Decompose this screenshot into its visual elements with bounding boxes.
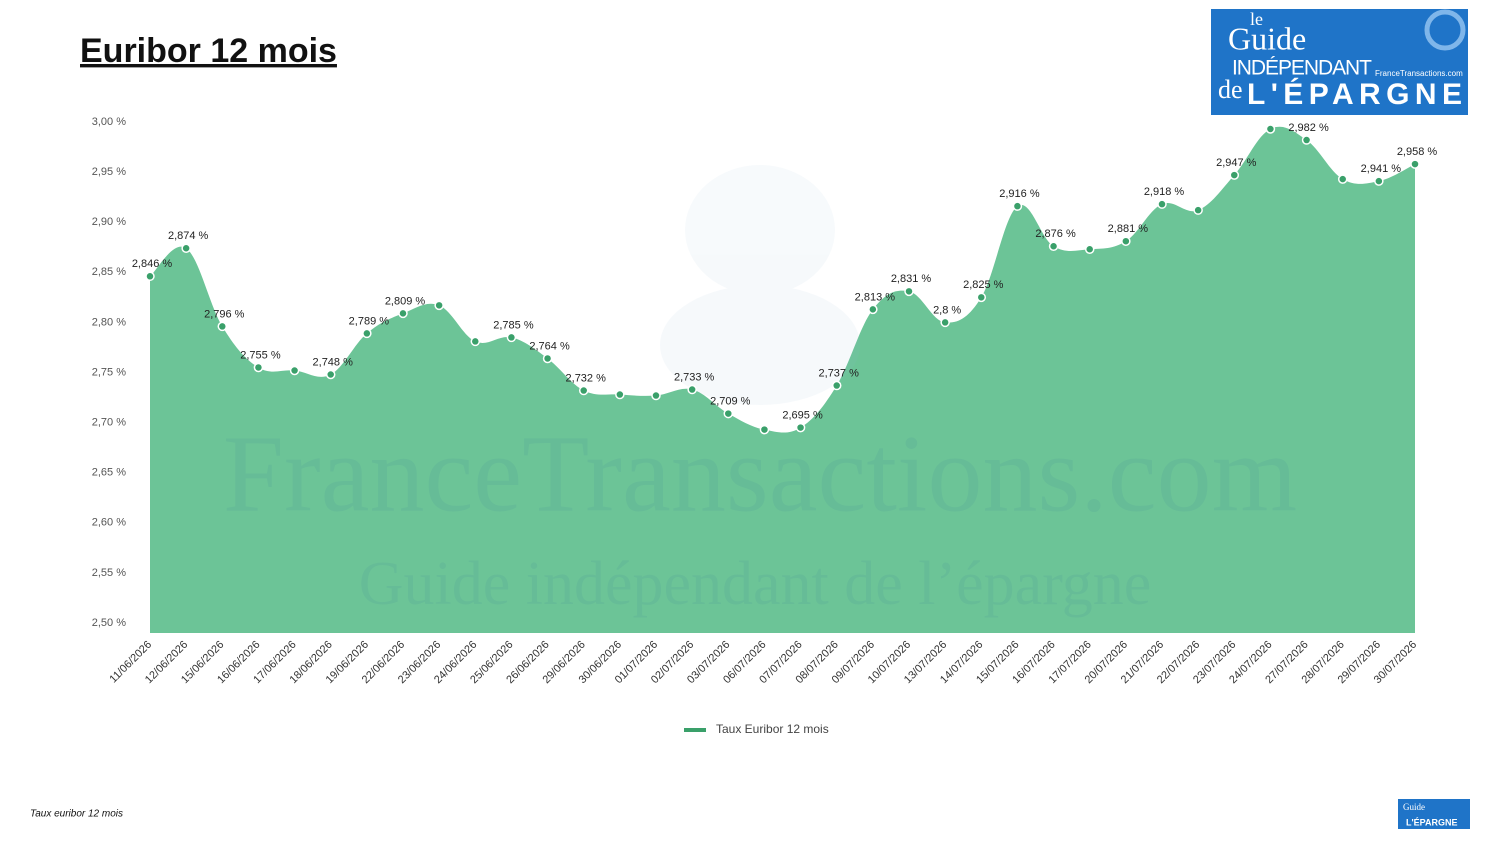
point xyxy=(434,300,444,311)
data-label: 2,785 % xyxy=(493,319,534,331)
data-label: 2,733 % xyxy=(674,371,715,383)
data-label: 2,982 % xyxy=(1288,122,1329,134)
point xyxy=(831,380,842,391)
point xyxy=(1265,124,1276,134)
data-label: 2,709 % xyxy=(710,395,751,407)
data-label: 2,789 % xyxy=(349,315,390,327)
watermark-coin xyxy=(685,165,835,295)
data-label: 2,918 % xyxy=(1144,186,1185,198)
data-label: 2,8 % xyxy=(933,304,961,316)
watermark-text: Guide indépendant de l’épargne xyxy=(359,550,1152,618)
point xyxy=(398,308,408,319)
data-label: 2,755 % xyxy=(240,349,281,361)
data-label: 2,748 % xyxy=(313,356,354,368)
data-label: 2,874 % xyxy=(168,230,209,242)
point xyxy=(723,408,734,419)
y-tick-label: 2,95 % xyxy=(92,166,126,178)
point xyxy=(615,389,625,400)
point xyxy=(1121,236,1131,246)
data-label: 2,881 % xyxy=(1108,223,1149,235)
footer: Taux euribor 12 mois xyxy=(30,809,123,820)
data-label: 2,941 % xyxy=(1361,163,1402,175)
point xyxy=(542,353,553,364)
y-tick-label: 2,50 % xyxy=(92,617,126,629)
point xyxy=(217,321,228,332)
logo-text: Guide xyxy=(1403,802,1425,812)
point xyxy=(362,328,372,339)
watermark-coin xyxy=(660,285,860,405)
data-label: 2,947 % xyxy=(1216,157,1257,169)
point xyxy=(470,336,481,347)
data-label: 2,876 % xyxy=(1035,228,1076,240)
point xyxy=(1012,201,1023,211)
point xyxy=(181,243,191,253)
watermark: FranceTransactions.com Guide indépendant… xyxy=(223,165,1297,618)
logo-text: Guide xyxy=(1228,20,1306,56)
legend-label: Taux Euribor 12 mois xyxy=(716,722,829,736)
logo-bg xyxy=(1398,799,1470,829)
point xyxy=(1374,176,1384,186)
y-tick-label: 2,65 % xyxy=(92,467,126,479)
point xyxy=(1193,205,1203,215)
data-label: 2,846 % xyxy=(132,258,173,270)
data-label: 2,764 % xyxy=(529,340,570,352)
data-label: 2,813 % xyxy=(855,291,896,303)
logo-text: L'ÉPARGNE xyxy=(1406,817,1457,827)
y-tick-label: 2,70 % xyxy=(92,416,126,428)
logo: le Guide INDÉPENDANT de L'ÉPARGNE France… xyxy=(1211,9,1468,115)
point xyxy=(795,422,806,433)
logo-text: de xyxy=(1218,75,1243,104)
y-tick-label: 3,00 % xyxy=(92,116,126,128)
chart-title: Euribor 12 mois xyxy=(80,32,337,70)
data-label: 2,695 % xyxy=(782,410,823,422)
point xyxy=(1157,199,1167,209)
point xyxy=(1337,174,1348,184)
y-tick-label: 2,60 % xyxy=(92,517,126,529)
data-label: 2,958 % xyxy=(1397,146,1438,158)
y-tick-label: 2,55 % xyxy=(92,567,126,579)
watermark-text: FranceTransactions.com xyxy=(223,412,1297,534)
logo-text: INDÉPENDANT xyxy=(1232,57,1372,80)
area xyxy=(150,126,1415,633)
point xyxy=(578,385,589,396)
logo-text: FranceTransactions.com xyxy=(1375,69,1463,78)
y-tick-label: 2,90 % xyxy=(92,216,126,228)
point xyxy=(253,362,264,373)
data-label: 2,732 % xyxy=(566,372,607,384)
point xyxy=(976,292,987,303)
point xyxy=(651,390,661,401)
point xyxy=(940,317,950,328)
y-tick-label: 2,75 % xyxy=(92,366,126,378)
small-logo: Guide L'ÉPARGNE xyxy=(1398,799,1470,829)
point xyxy=(1229,170,1240,180)
point xyxy=(687,384,697,395)
point xyxy=(868,304,878,315)
point xyxy=(325,369,336,380)
point xyxy=(289,365,300,376)
y-tick-label: 2,85 % xyxy=(92,266,126,278)
point xyxy=(1301,135,1312,145)
point xyxy=(1084,244,1095,254)
point xyxy=(1410,159,1420,169)
y-tick-label: 2,80 % xyxy=(92,316,126,328)
data-label: 2,737 % xyxy=(819,367,860,379)
logo-text: le xyxy=(1250,9,1263,29)
data-label: 2,809 % xyxy=(385,295,426,307)
data-label: 2,825 % xyxy=(963,279,1004,291)
point xyxy=(904,286,914,297)
point xyxy=(506,332,517,343)
point xyxy=(759,424,770,435)
point xyxy=(145,271,155,282)
logo-ring xyxy=(1424,9,1466,51)
data-label: 2,831 % xyxy=(891,273,932,285)
data-label: 2,796 % xyxy=(204,308,245,320)
point xyxy=(1048,241,1059,251)
data-label: 2,916 % xyxy=(999,188,1040,200)
